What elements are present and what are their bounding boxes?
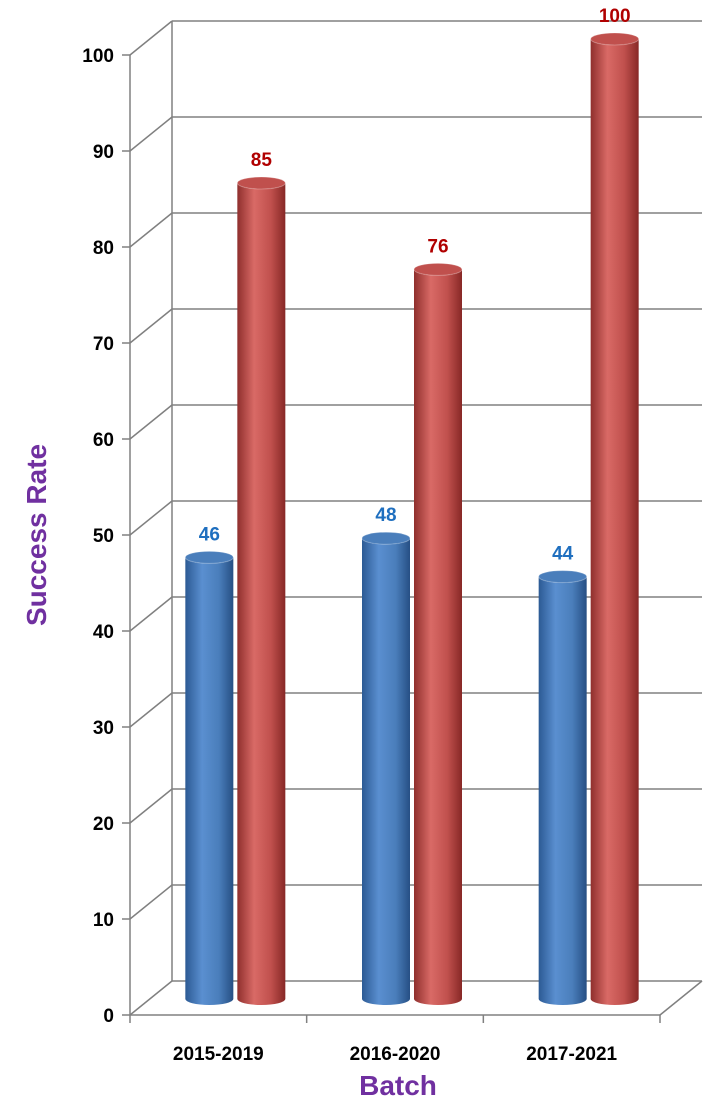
bar-top-s0-0 <box>184 550 234 564</box>
y-tick-label: 70 <box>93 334 114 355</box>
y-tick-label: 100 <box>82 46 114 67</box>
bar-top-s1-2 <box>590 32 640 46</box>
data-label: 48 <box>375 505 396 526</box>
y-tick-label: 0 <box>103 1006 114 1027</box>
y-tick-label: 40 <box>93 622 114 643</box>
bar-s1-0 <box>237 183 286 1005</box>
y-tick-label: 80 <box>93 238 114 259</box>
gridline-diagonal <box>129 980 173 1016</box>
gridline-diagonal <box>129 788 173 824</box>
gridline-diagonal <box>129 212 173 248</box>
y-tick-label: 90 <box>93 142 114 163</box>
gridline-diagonal <box>129 308 173 344</box>
y-tick-label: 10 <box>93 910 114 931</box>
data-label: 85 <box>251 150 273 171</box>
data-label: 76 <box>427 236 448 257</box>
x-axis-title: Batch <box>359 1070 437 1101</box>
gridline-diagonal <box>129 404 173 440</box>
x-tick-label: 2016-2020 <box>350 1044 441 1065</box>
y-tick-label: 60 <box>93 430 114 451</box>
gridline-diagonal <box>129 500 173 536</box>
bar-top-s0-2 <box>538 570 588 584</box>
gridline-diagonal <box>129 692 173 728</box>
gridline-diagonal <box>129 20 173 56</box>
gridline-diagonal <box>129 116 173 152</box>
data-label: 100 <box>599 6 631 27</box>
bar-top-s1-1 <box>413 262 463 276</box>
bar-s0-2 <box>538 576 587 1005</box>
data-label: 44 <box>552 544 574 565</box>
y-tick-label: 50 <box>93 526 114 547</box>
bar-s0-0 <box>185 557 234 1005</box>
data-label: 46 <box>199 524 220 545</box>
x-tick-label: 2017-2021 <box>526 1044 617 1065</box>
y-tick-label: 20 <box>93 814 114 835</box>
bar-s1-2 <box>590 39 639 1005</box>
gridline-diagonal <box>129 596 173 632</box>
floor-edge <box>659 980 703 1016</box>
bar-s1-1 <box>414 269 462 1005</box>
bar-s0-1 <box>362 538 410 1005</box>
y-tick-label: 30 <box>93 718 114 739</box>
y-axis-title: Success Rate <box>21 444 52 626</box>
x-tick-label: 2015-2019 <box>173 1044 264 1065</box>
gridline-diagonal <box>129 884 173 920</box>
bar-top-s1-0 <box>236 176 286 190</box>
bar-top-s0-1 <box>361 531 411 545</box>
